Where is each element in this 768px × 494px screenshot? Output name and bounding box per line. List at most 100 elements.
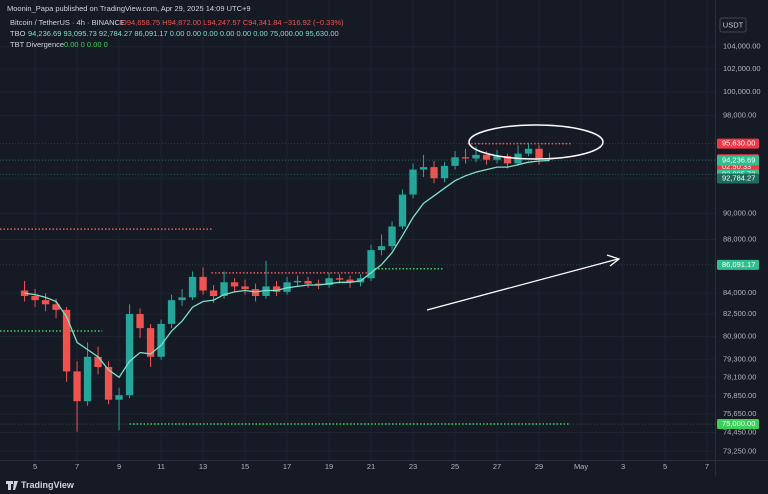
y-tick-label: 90,000.00 — [723, 209, 756, 218]
x-tick-label: 5 — [663, 462, 667, 471]
price-label: 75,000.00 — [722, 419, 755, 428]
candle-body — [125, 314, 134, 396]
legend-values: 94,236.69 93,095.73 92,784.27 86,091.17 … — [28, 29, 339, 38]
candle-body — [367, 250, 375, 279]
candle-body — [272, 286, 281, 292]
price-label: 86,091.17 — [722, 260, 755, 269]
candle-body — [388, 226, 396, 247]
candle-body — [398, 194, 407, 227]
y-tick-label: 98,000.00 — [723, 110, 756, 119]
arrow-head — [606, 254, 621, 267]
x-tick-label: 17 — [283, 462, 291, 471]
candle-body — [262, 286, 270, 296]
currency: USDT — [723, 20, 744, 29]
legend-values: O94,658.75 H94,872.00 L94,247.57 C94,341… — [121, 18, 344, 27]
candle-body — [209, 290, 218, 296]
candle-body — [136, 314, 144, 329]
x-tick-label: 25 — [451, 462, 459, 471]
candle-body — [73, 371, 81, 402]
candle-body — [83, 356, 92, 402]
candle-body — [535, 148, 543, 159]
x-tick-label: 5 — [33, 462, 37, 471]
y-tick-label: 104,000.00 — [723, 42, 761, 51]
candle-body — [472, 154, 480, 159]
annotation-arrow — [426, 258, 619, 311]
footer-bar — [0, 476, 768, 494]
candle-body — [419, 167, 428, 170]
price-label-box — [717, 419, 759, 430]
price-countdown: 02:50:33 — [722, 162, 751, 171]
candle-body — [409, 169, 417, 195]
candle-body — [94, 356, 102, 368]
currency-box — [719, 17, 747, 33]
price-label-box — [717, 259, 759, 270]
x-tick-label: 15 — [241, 462, 249, 471]
x-tick-label: 13 — [199, 462, 207, 471]
price-label: 94,236.69 — [722, 156, 755, 165]
y-tick-label: 79,300.00 — [723, 355, 756, 364]
candle-body — [440, 165, 449, 179]
legend-name: TBT Divergence — [10, 40, 64, 49]
y-tick-label: 78,100.00 — [723, 372, 756, 381]
y-tick-label: 74,450.00 — [723, 428, 756, 437]
price-label-box — [717, 155, 759, 166]
candle-body — [430, 167, 438, 179]
candle-body — [451, 157, 459, 166]
x-tick-label: 9 — [117, 462, 121, 471]
y-tick-label: 82,500.00 — [723, 309, 756, 318]
price-label: 92,784.27 — [722, 173, 755, 182]
price-label-box — [717, 173, 759, 184]
y-tick-label: 80,900.00 — [723, 332, 756, 341]
plot — [0, 142, 715, 432]
x-tick-label: 27 — [493, 462, 501, 471]
candle-body — [41, 300, 50, 305]
x-tick-label: 29 — [535, 462, 543, 471]
x-tick-label: 3 — [621, 462, 625, 471]
candle-body — [293, 280, 302, 283]
candle-body — [503, 156, 512, 164]
indicator-line — [24, 159, 550, 379]
candle-body — [220, 282, 228, 296]
candle-body — [241, 286, 249, 290]
candle-body — [377, 246, 386, 251]
annotation-ellipse — [468, 124, 604, 160]
x-tick-label: 7 — [75, 462, 79, 471]
candle-body — [346, 279, 354, 283]
candle-body — [199, 276, 207, 291]
candle-body — [335, 278, 344, 280]
candle-body — [20, 290, 29, 296]
legend-values: 0.00 0 0.00 0 — [64, 40, 108, 49]
x-tick-label: 7 — [705, 462, 709, 471]
candle-body — [104, 367, 113, 400]
x-tick-label: 23 — [409, 462, 417, 471]
candle-body — [188, 276, 197, 298]
legend-name: Bitcoin / TetherUS · 4h · BINANCE — [10, 18, 125, 27]
candle-body — [31, 295, 39, 301]
candle-body — [167, 300, 176, 324]
y-tick-label: 102,000.00 — [723, 64, 761, 73]
y-tick-label: 88,000.00 — [723, 235, 756, 244]
y-tick-label: 84,000.00 — [723, 288, 756, 297]
y-tick-label: 75,650.00 — [723, 409, 756, 418]
legend-name: TBO — [10, 29, 26, 38]
candle-body — [52, 304, 60, 310]
candle-body — [62, 309, 71, 372]
logo — [6, 481, 18, 490]
x-tick-label: 21 — [367, 462, 375, 471]
candle-body — [493, 156, 501, 160]
candle-body — [283, 282, 291, 292]
y-tick-label: 73,250.00 — [723, 446, 756, 455]
x-tick-label: 11 — [157, 462, 165, 471]
candle-body — [157, 323, 165, 357]
x-tick-label: May — [574, 462, 588, 471]
candle-body — [304, 280, 312, 284]
candle-body — [524, 148, 533, 154]
y-tick-label: 76,850.00 — [723, 391, 756, 400]
candle-body — [178, 297, 186, 301]
candle-body — [230, 282, 239, 287]
price-label-box — [717, 138, 759, 149]
y-tick-label: 100,000.00 — [723, 87, 761, 96]
publisher: Moonin_Papa published on TradingView.com… — [7, 4, 251, 13]
grid — [0, 0, 715, 460]
